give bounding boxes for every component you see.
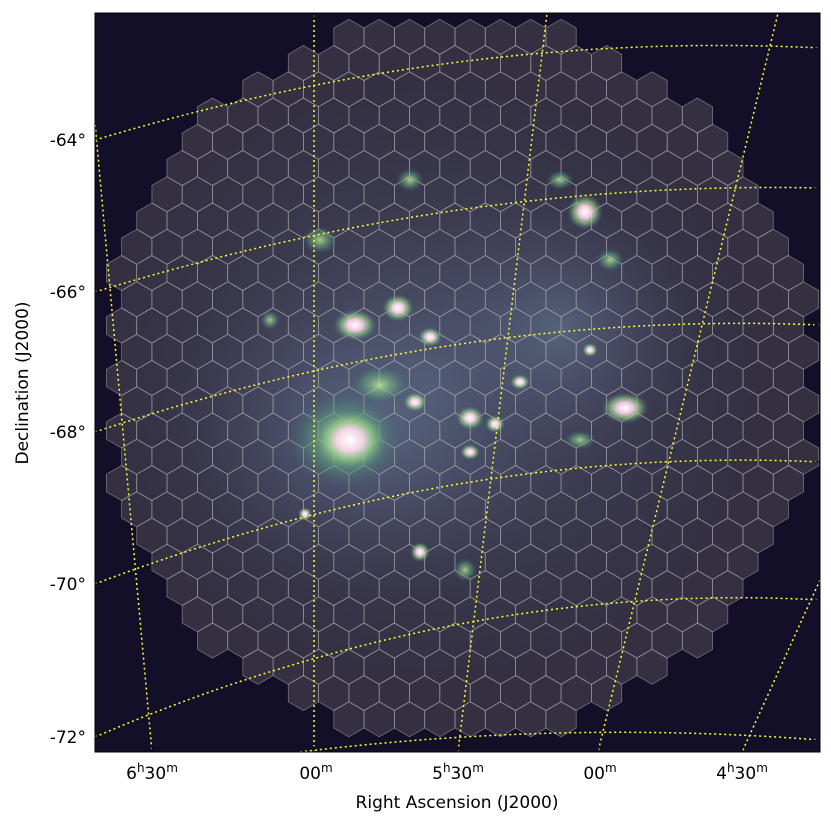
ra-line-6h30m bbox=[95, 114, 153, 752]
hexagonal-tile-mosaic bbox=[106, 18, 820, 738]
hex-tile bbox=[545, 701, 577, 738]
x-tick-label: 6h30m bbox=[126, 761, 178, 784]
ra-line-5h00m bbox=[597, 13, 779, 752]
x-tick-label: 5h30m bbox=[432, 761, 484, 784]
y-tick-label: -66° bbox=[50, 283, 86, 303]
x-tick-label: 00m bbox=[583, 761, 616, 784]
dec-line-74 bbox=[299, 731, 820, 752]
y-tick-label: -68° bbox=[50, 423, 86, 443]
y-tick-label: -70° bbox=[50, 575, 86, 595]
x-tick-label: 4h30m bbox=[716, 761, 768, 784]
hex-tile bbox=[591, 675, 623, 711]
dec-line-70 bbox=[95, 459, 820, 585]
coordinate-grid bbox=[95, 13, 820, 752]
x-axis-title: Right Ascension (J2000) bbox=[356, 793, 559, 813]
y-tick-label: -72° bbox=[50, 728, 86, 748]
hex-tile bbox=[636, 648, 668, 685]
x-axis-tick-labels: 6h30m 00m 5h30m 00m 4h30m bbox=[126, 761, 768, 784]
hex-tile bbox=[681, 622, 713, 659]
x-tick-label: 00m bbox=[299, 761, 332, 784]
y-axis-tick-labels: -64° -66° -68° -70° -72° bbox=[50, 131, 86, 748]
y-tick-label: -64° bbox=[50, 131, 86, 151]
y-axis-ticks bbox=[95, 47, 820, 741]
diffuse-emission bbox=[100, 80, 760, 680]
x-axis-ticks bbox=[151, 13, 781, 752]
dec-line-64 bbox=[95, 44, 820, 141]
ra-line-5h30m bbox=[457, 13, 548, 752]
ra-line-4h30m bbox=[741, 579, 820, 752]
dec-line-72 bbox=[95, 596, 820, 738]
emission-regions bbox=[260, 168, 649, 582]
y-axis-title: Declination (J2000) bbox=[13, 301, 33, 464]
